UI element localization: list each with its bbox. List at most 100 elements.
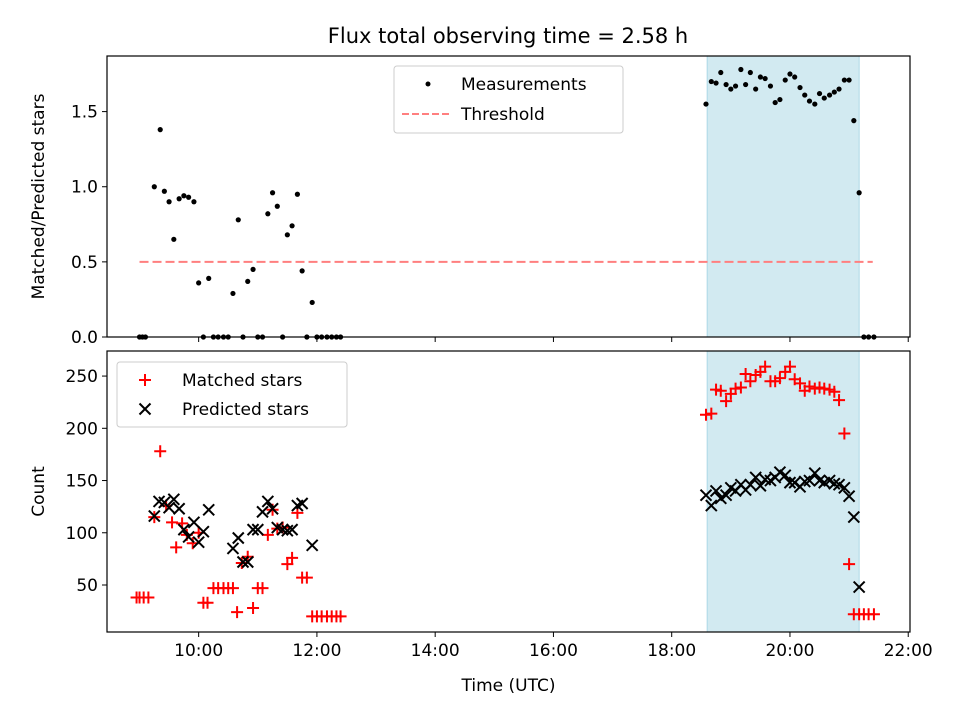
y-tick-label: 150 [66,472,98,492]
measurement-point [181,193,187,199]
matched-star-point [300,571,313,584]
predicted-star-point [705,499,718,512]
matched-star-point [803,380,816,393]
x-axis-label: Time (UTC) [461,676,556,696]
matched-star-point [256,582,269,595]
predicted-star-point [266,502,279,515]
measurement-point [157,127,163,133]
count-legend: Matched stars Predicted stars [116,361,348,428]
matched-star-point [818,382,831,395]
matched-star-point [699,408,712,421]
matched-star-point [261,528,274,541]
predicted-star-point [803,474,816,487]
predicted-star-point [202,503,215,516]
predicted-star-point [828,477,841,490]
predicted-star-point [744,478,757,491]
measurement-point [826,92,833,98]
matched-star-point [729,382,742,395]
x-tick-label: 14:00 [411,641,460,661]
predicted-star-point [798,475,811,488]
measurement-point [782,77,788,83]
matched-star-point [734,381,747,394]
predicted-star-point [838,481,851,495]
predicted-star-point [295,497,309,510]
y-tick-label: 200 [66,419,98,439]
matched-star-point [843,558,856,571]
predicted-star-point [182,530,195,544]
predicted-star-point [167,493,181,506]
matched-star-point [201,596,214,609]
measurement-point [792,74,798,80]
measurement-point [176,196,182,202]
measurement-point [802,92,808,98]
x-tick-label: 12:00 [292,641,341,661]
measurement-point [269,190,276,196]
matched-star-point [170,541,183,554]
y-tick-label: 50 [76,576,98,596]
measurement-point [821,95,827,101]
predicted-star-point [241,555,254,569]
predicted-star-point [162,501,176,514]
predicted-star-point [256,505,269,519]
legend-matched-label: Matched stars [182,371,302,391]
predicted-star-point [251,523,264,536]
measurement-point [787,71,793,77]
measurement-point [294,191,301,197]
predicted-star-point [699,488,713,502]
measurement-point [206,275,212,281]
predicted-star-point [749,471,762,484]
measurement-point [806,98,813,104]
legend-measurements-label: Measurements [461,75,587,95]
measurement-point [836,86,842,92]
measurement-point [841,77,847,83]
ratio-axes-frame [106,55,911,338]
legend-predicted-marker [138,402,152,416]
ratio-y-label: Matched/Predicted stars [29,93,49,299]
x-tick-label: 18:00 [647,641,696,661]
measurement-point [703,101,709,107]
predicted-star-point [719,488,733,502]
x-tick-label: 22:00 [884,641,933,661]
predicted-star-point [177,523,191,536]
matched-star-point [154,445,167,458]
measurement-point [732,83,739,89]
matched-star-point [744,375,757,388]
matched-star-point [247,601,260,614]
predicted-star-point [236,555,250,569]
measurement-point [161,188,167,194]
measurement-point [166,199,172,205]
measurement-point [747,69,753,76]
measurement-point [196,280,202,286]
predicted-star-point [847,510,861,524]
measurement-point [772,99,778,106]
ratio-panel: 0.0 0.5 1.0 1.5 Matched/Predicted stars Mea… [29,55,911,348]
predicted-star-point [808,467,822,480]
matched-star-point [231,606,244,619]
matched-star-point [739,367,752,380]
matched-star-point [773,372,786,385]
measurement-point [777,96,783,103]
predicted-star-point [281,524,294,537]
count-panel: 50 100 150 200 250 10:00 12:00 14:00 16:00 18:00… [29,350,933,696]
predicted-star-point [783,476,797,489]
measurement-point [816,90,823,97]
matched-star-point [759,360,772,373]
x-tick-label: 10:00 [174,641,223,661]
measurement-point [708,78,714,85]
measurement-point [265,211,271,217]
y-tick-label: 1.5 [71,103,98,123]
y-tick-label: 0.5 [71,253,98,273]
matched-star-point [828,385,841,398]
count-y-ticks: 50 100 150 200 250 [66,367,107,596]
measurement-point [718,69,724,76]
predicted-star-point [779,469,792,482]
predicted-star-point [852,580,866,594]
figure-title: Flux total observing time = 2.58 h [328,24,688,48]
matched-star-point [720,395,733,408]
measurement-point [151,184,157,190]
measurement-point [235,217,241,223]
x-tick-label: 16:00 [529,641,578,661]
matched-star-point [281,558,294,571]
matched-star-point [838,427,851,440]
measurement-point [186,194,192,200]
